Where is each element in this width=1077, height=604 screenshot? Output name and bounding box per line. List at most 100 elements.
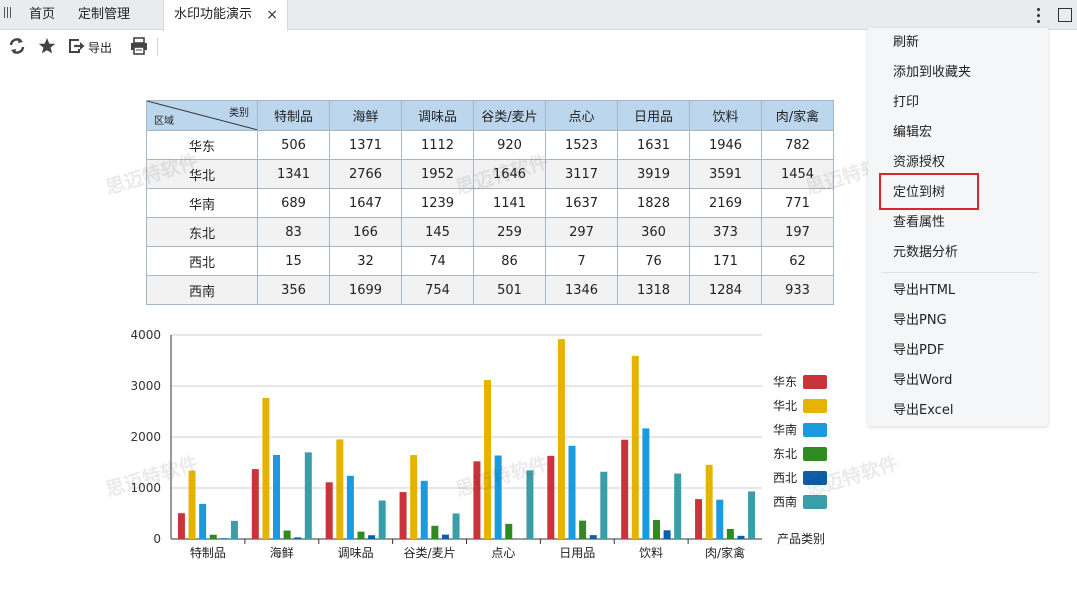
bar <box>631 355 639 539</box>
bar <box>357 531 365 539</box>
legend-swatch <box>803 375 827 389</box>
legend-swatch <box>803 495 827 509</box>
bar <box>579 520 587 539</box>
menu-item-resource-auth[interactable]: 资源授权 <box>893 155 946 170</box>
bar <box>737 535 745 539</box>
table-row: 华北 1341 2766 1952 1646 3117 3919 3591 14… <box>146 159 834 189</box>
close-icon[interactable]: × <box>266 7 278 23</box>
star-icon[interactable] <box>38 37 56 57</box>
column-header: 海鲜 <box>329 100 402 131</box>
menu-divider <box>882 272 1038 273</box>
bar <box>209 534 217 539</box>
menu-item-print[interactable]: 打印 <box>893 95 920 110</box>
menu-item-view-properties[interactable]: 查看属性 <box>893 215 946 230</box>
refresh-icon[interactable] <box>9 37 25 57</box>
bar <box>695 499 703 539</box>
table-cell: 1647 <box>329 188 402 218</box>
legend-label: 东北 <box>773 447 797 461</box>
column-header: 肉/家禽 <box>761 100 834 131</box>
bar <box>273 455 281 539</box>
bar <box>410 455 418 539</box>
bar <box>748 491 756 539</box>
table-cell: 1318 <box>617 275 690 305</box>
table-cell: 1239 <box>401 188 474 218</box>
table-cell: 259 <box>473 217 546 247</box>
bar <box>600 471 608 539</box>
tab-home[interactable]: 首页 <box>29 0 55 30</box>
tab-label: 水印功能演示 <box>174 7 253 22</box>
legend-swatch <box>803 399 827 413</box>
legend-label: 华东 <box>773 375 797 389</box>
y-tick-label: 0 <box>153 532 161 546</box>
menu-item-locate-in-tree[interactable]: 定位到树 <box>893 185 946 200</box>
bar <box>452 513 460 539</box>
legend-label: 西北 <box>773 471 797 485</box>
tab-watermark-demo[interactable]: 水印功能演示 × <box>163 0 288 31</box>
legend-swatch <box>803 471 827 485</box>
bar <box>262 397 270 539</box>
print-icon[interactable] <box>130 37 148 57</box>
table-cell: 754 <box>401 275 474 305</box>
export-label: 导出 <box>88 41 113 55</box>
report-table: 类别 区域 特制品 海鲜 调味品 谷类/麦片 点心 日用品 饮料 肉/家禽 华东… <box>146 100 834 305</box>
column-header: 调味品 <box>401 100 474 131</box>
corner-label-category: 类别 <box>229 108 249 119</box>
bar <box>484 380 492 539</box>
more-vertical-icon[interactable] <box>1030 6 1046 24</box>
toolbar: 导出 <box>0 30 870 64</box>
table-cell: 920 <box>473 130 546 160</box>
table-cell: 506 <box>257 130 330 160</box>
y-tick-label: 3000 <box>130 379 161 393</box>
legend-label: 西南 <box>773 494 797 509</box>
table-cell: 360 <box>617 217 690 247</box>
table-cell: 1341 <box>257 159 330 189</box>
menu-item-export-png[interactable]: 导出PNG <box>893 313 947 328</box>
x-tick-label: 点心 <box>491 546 515 560</box>
bar <box>441 534 449 539</box>
table-row: 华南 689 1647 1239 1141 1637 1828 2169 771 <box>146 188 834 218</box>
bar <box>547 455 555 539</box>
column-header: 点心 <box>545 100 618 131</box>
table-cell: 501 <box>473 275 546 305</box>
bar <box>378 500 386 539</box>
bar <box>663 530 671 539</box>
menu-item-export-word[interactable]: 导出Word <box>893 373 953 388</box>
bar <box>515 538 523 540</box>
corner-header: 类别 区域 <box>146 100 258 131</box>
table-cell: 145 <box>401 217 474 247</box>
bar <box>505 523 513 539</box>
menu-item-export-excel[interactable]: 导出Excel <box>893 403 954 418</box>
bar <box>399 492 407 539</box>
corner-diagonal <box>147 101 257 130</box>
legend-swatch <box>803 447 827 461</box>
bar <box>251 469 259 539</box>
menu-item-edit-macro[interactable]: 编辑宏 <box>893 125 933 140</box>
highlight-box <box>879 173 979 210</box>
table-cell: 1952 <box>401 159 474 189</box>
menu-item-add-favorite[interactable]: 添加到收藏夹 <box>893 65 972 80</box>
table-cell: 1141 <box>473 188 546 218</box>
column-header: 日用品 <box>617 100 690 131</box>
x-tick-label: 肉/家禽 <box>705 545 745 560</box>
x-tick-label: 谷类/麦片 <box>404 546 456 560</box>
table-cell: 3117 <box>545 159 618 189</box>
bar <box>473 461 481 539</box>
bar <box>230 520 238 539</box>
tab-custom-management[interactable]: 定制管理 <box>78 0 130 30</box>
table-cell: 933 <box>761 275 834 305</box>
bar <box>346 475 354 539</box>
bar <box>642 428 650 539</box>
column-header: 特制品 <box>257 100 330 131</box>
menu-item-export-pdf[interactable]: 导出PDF <box>893 343 945 358</box>
table-cell: 197 <box>761 217 834 247</box>
maximize-icon[interactable] <box>1058 8 1072 22</box>
row-header: 华南 <box>146 188 258 218</box>
menu-item-metadata-analysis[interactable]: 元数据分析 <box>893 245 959 260</box>
tab-label: 首页 <box>29 7 56 22</box>
table-cell: 1284 <box>689 275 762 305</box>
menu-item-refresh[interactable]: 刷新 <box>893 35 920 50</box>
bar <box>188 470 196 539</box>
menu-item-export-html[interactable]: 导出HTML <box>893 283 956 298</box>
drag-handle-icon[interactable] <box>4 7 14 21</box>
export-button[interactable]: 导出 <box>68 37 112 57</box>
